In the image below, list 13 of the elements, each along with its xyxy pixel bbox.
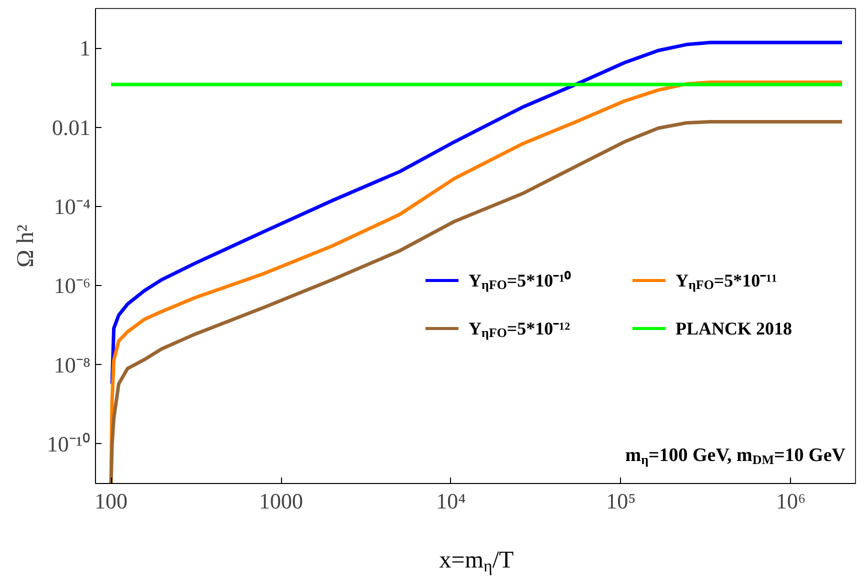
y-tick-label: 10⁻⁴ bbox=[54, 194, 91, 219]
x-tick-label: 10⁵ bbox=[606, 488, 636, 514]
legend-label: PLANCK 2018 bbox=[676, 318, 792, 338]
x-tick-label: 10⁶ bbox=[776, 488, 806, 514]
y-tick-label: 10⁻⁶ bbox=[54, 273, 90, 298]
y-axis-title: Ω h² bbox=[12, 224, 39, 268]
y-tick-label: 10⁻⁸ bbox=[54, 352, 90, 378]
x-tick-label: 1000 bbox=[259, 488, 304, 514]
y-tick-label: 0.01 bbox=[52, 114, 90, 140]
y-tick-label: 10⁻¹⁰ bbox=[46, 431, 91, 456]
y-tick-label: 1 bbox=[80, 36, 90, 61]
x-tick-label: 10⁴ bbox=[436, 488, 466, 514]
x-tick-label: 100 bbox=[94, 488, 128, 514]
